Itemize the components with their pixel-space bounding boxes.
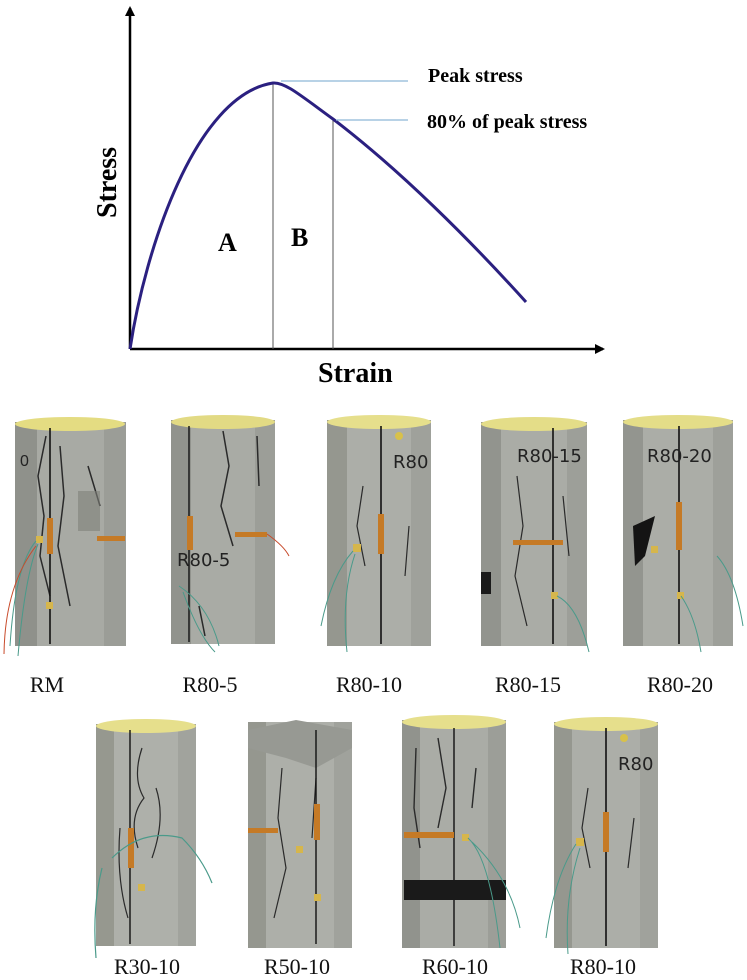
specimen-photo-r50-10 — [226, 708, 368, 960]
specimen-marking: R80 — [393, 452, 428, 473]
region-b-label: B — [291, 223, 308, 252]
specimen-marking: R80-5 — [177, 550, 230, 571]
specimen-caption-r80-10: R80-10 — [336, 672, 402, 697]
specimen-photo-r80-10: R80 — [301, 406, 443, 658]
specimen-photo-r30-10 — [72, 708, 216, 960]
specimen-photo-r60-10 — [380, 708, 524, 960]
specimen-caption-r80-20: R80-20 — [647, 672, 713, 697]
y-axis-label: Stress — [92, 147, 123, 218]
stress-strain-curve — [128, 81, 528, 350]
specimen-photo-rm: 0 — [0, 406, 139, 658]
specimen-photo-r80-20: R80-20 — [605, 406, 747, 658]
specimen-caption-rm: RM — [29, 672, 65, 697]
specimen-marking: R80-20 — [647, 446, 712, 467]
specimen-caption-r80-15: R80-15 — [495, 672, 561, 697]
svg-text:0: 0 — [20, 453, 29, 470]
specimen-caption-r80-10-second: R80-10 — [570, 954, 636, 979]
specimen-marking: R80-15 — [517, 446, 582, 467]
specimen-caption-r60-10: R60-10 — [422, 954, 488, 979]
specimen-marking: R80 — [618, 754, 653, 775]
specimen-photo-r80-10-second: R80 — [528, 708, 672, 960]
specimen-photo-r80-15: R80-15 — [453, 406, 595, 658]
specimen-caption-r80-5: R80-5 — [182, 672, 238, 697]
eighty-percent-label: 80% of peak stress — [427, 111, 587, 133]
stress-strain-diagram: Peak stress 80% of peak stress A B Strai… — [92, 6, 605, 389]
specimen-photo-r80-5: R80-5 — [149, 406, 291, 658]
specimen-caption-r50-10: R50-10 — [264, 954, 330, 979]
specimen-caption-r30-10: R30-10 — [114, 954, 180, 979]
region-a-label: A — [218, 228, 237, 257]
x-axis-label: Strain — [318, 358, 393, 389]
peak-stress-label: Peak stress — [428, 65, 523, 87]
